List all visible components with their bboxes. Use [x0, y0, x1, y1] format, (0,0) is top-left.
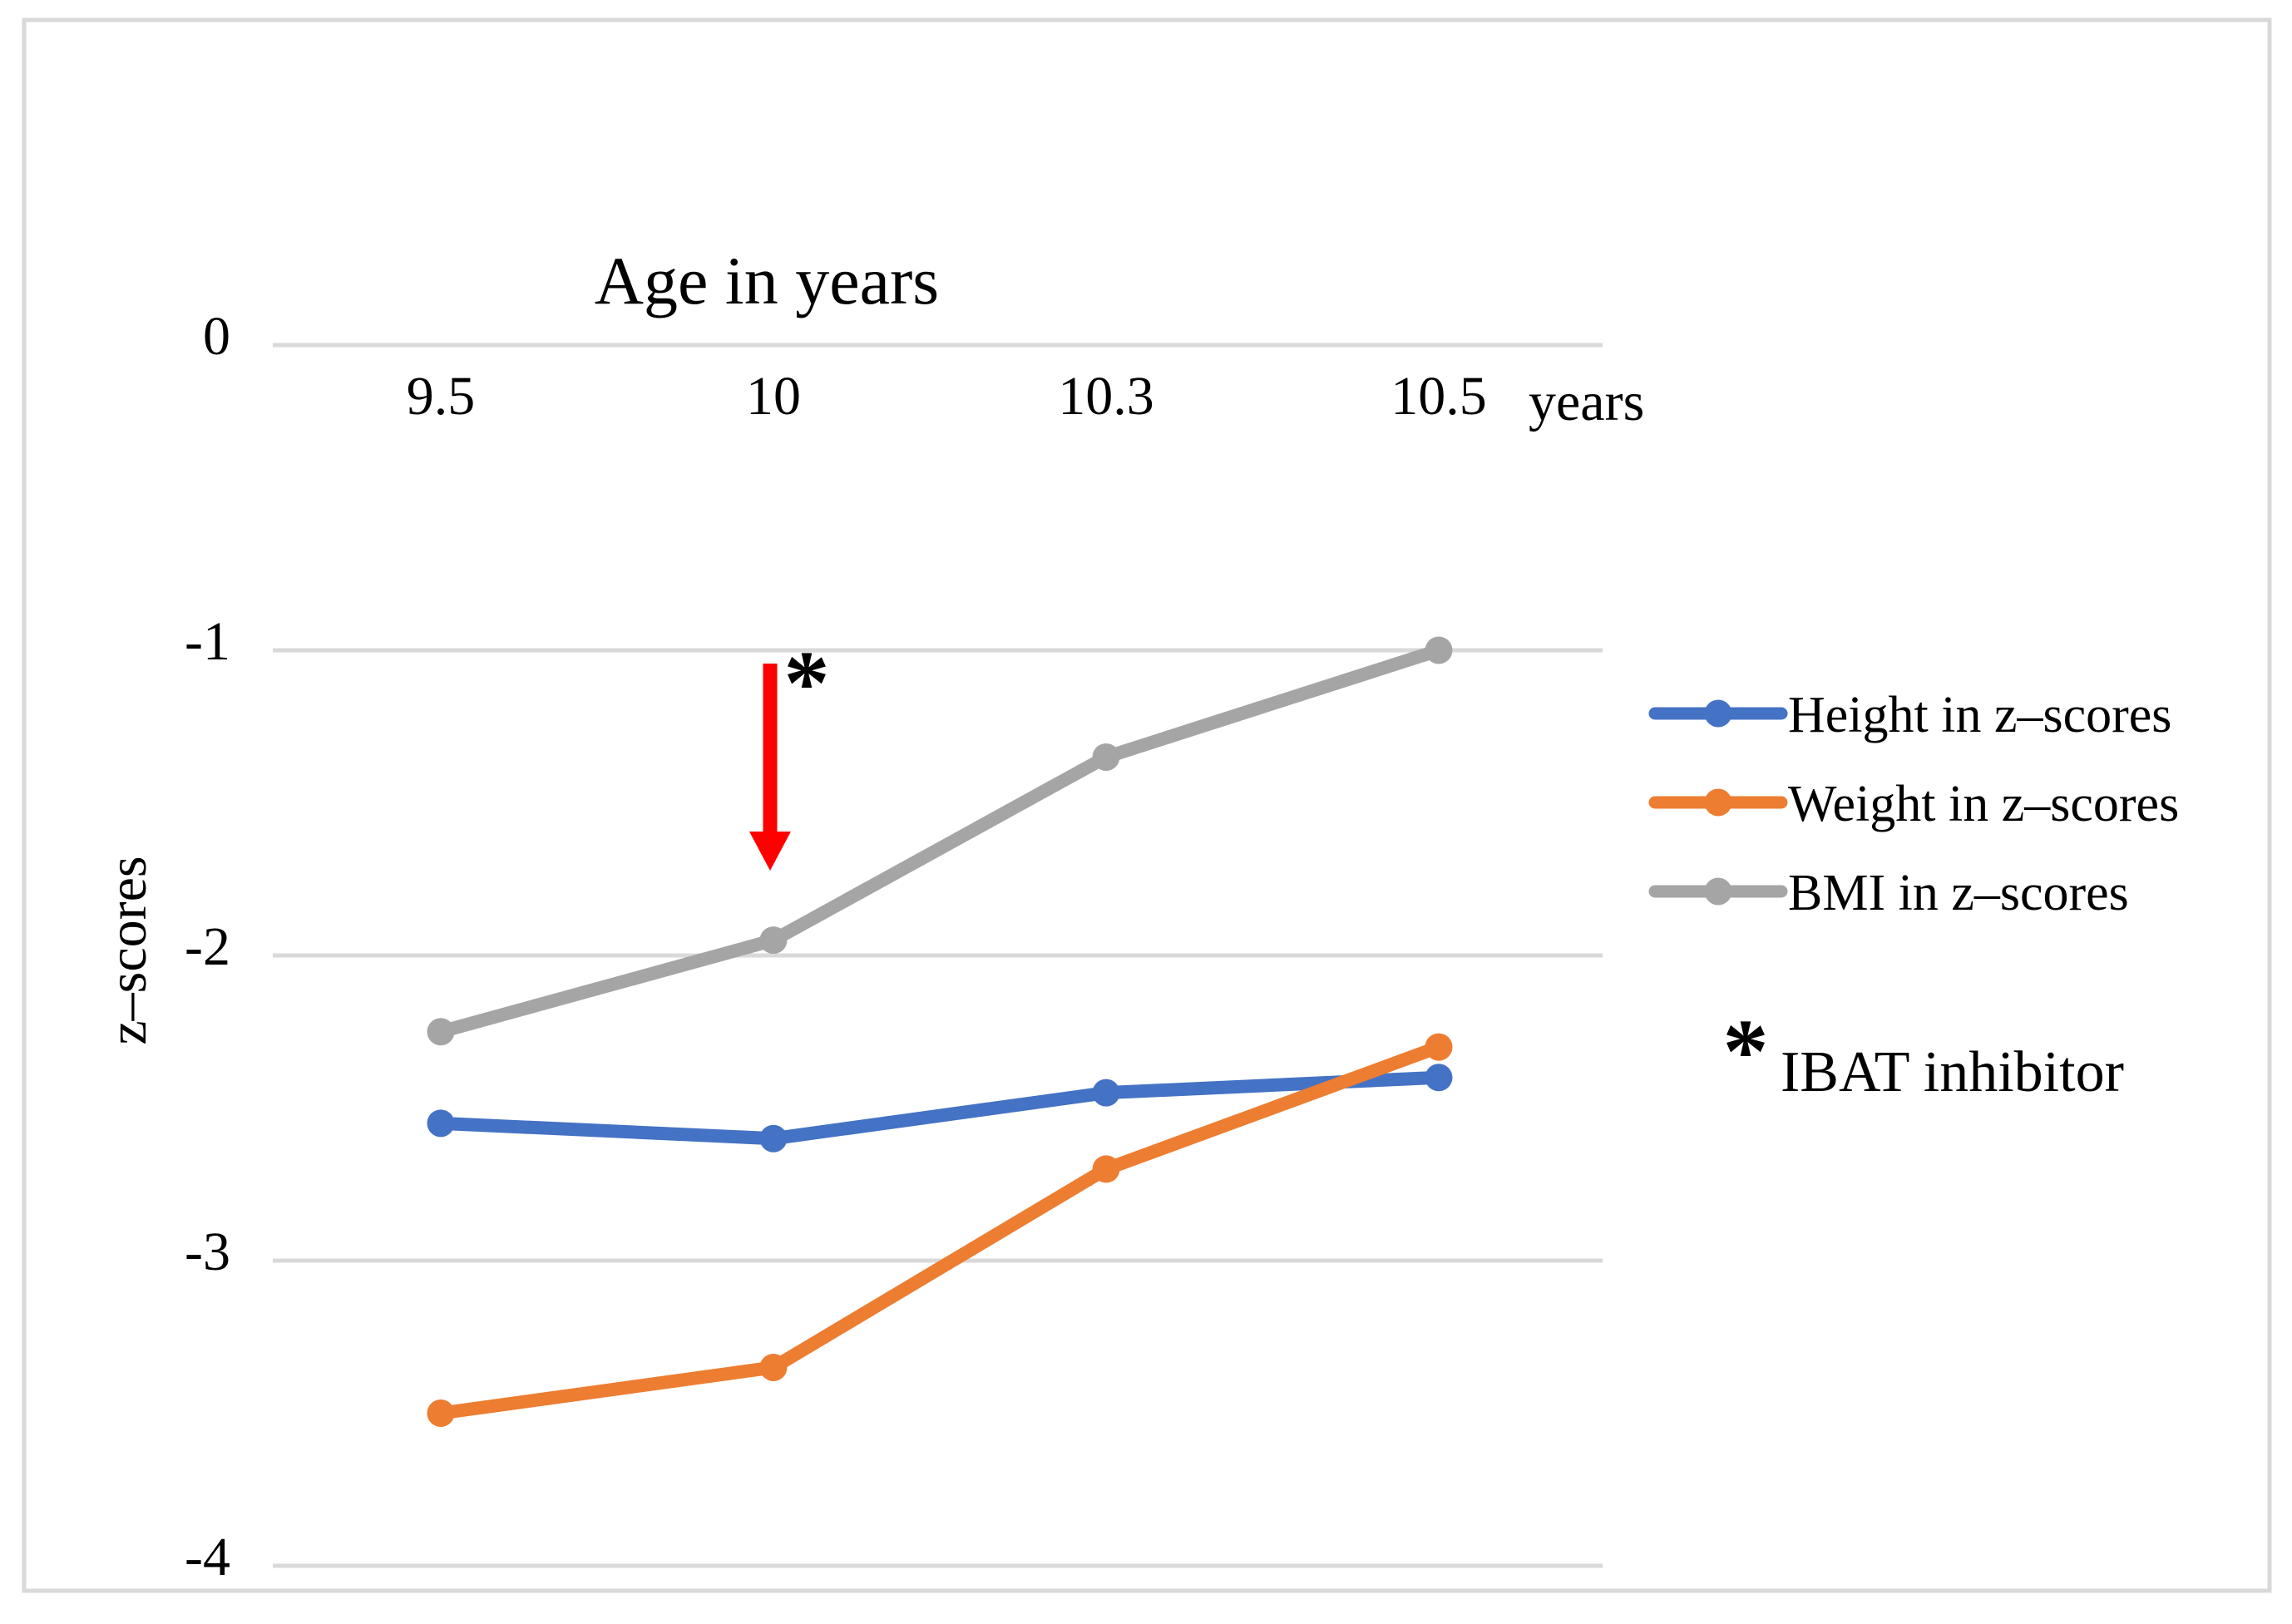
- footnote-text: IBAT inhibitor: [1781, 1040, 2124, 1104]
- data-point-marker: [1425, 1033, 1453, 1061]
- x-tick-label: 10: [746, 366, 801, 427]
- y-tick-label: -2: [185, 916, 230, 977]
- data-point-marker: [427, 1109, 455, 1138]
- y-tick-label: -1: [185, 611, 230, 672]
- gridlines: [273, 343, 1603, 1568]
- data-point-marker: [759, 1353, 788, 1381]
- series-line-1: [434, 1070, 1445, 1146]
- y-tick-label: -4: [185, 1527, 230, 1587]
- data-point-marker: [1425, 636, 1453, 664]
- legend: Height in z–scores Weight in z–scores BMI …: [1648, 687, 2179, 921]
- legend-swatch-marker: [1704, 788, 1732, 817]
- legend-swatch-marker: [1704, 699, 1732, 728]
- data-point-marker: [759, 1124, 788, 1153]
- figure-border: [22, 17, 2272, 1593]
- data-point-marker: [1425, 1064, 1453, 1092]
- chart-title: Age in years: [595, 243, 939, 318]
- data-point-marker: [427, 1018, 455, 1046]
- x-axis-unit-label: years: [1529, 372, 1644, 432]
- treatment-annotation: *: [749, 632, 830, 871]
- red-arrow-head: [749, 832, 791, 871]
- data-series: [427, 636, 1453, 1427]
- footnote-asterisk: *: [1723, 1000, 1769, 1102]
- series-line-3: [434, 644, 1445, 1039]
- data-point-marker: [1092, 743, 1120, 771]
- series-line-2: [434, 1040, 1445, 1420]
- legend-label: Weight in z–scores: [1788, 776, 2179, 832]
- legend-label: Height in z–scores: [1788, 687, 2171, 743]
- x-axis-tick-labels: 9.5 10 10.3 10.5: [407, 366, 1487, 427]
- data-point-marker: [427, 1399, 455, 1427]
- y-axis-label: z–scores: [97, 856, 158, 1044]
- y-axis-tick-labels: 0 -1 -2 -3 -4: [185, 306, 230, 1587]
- arrow-asterisk: *: [784, 632, 830, 733]
- legend-label: BMI in z–scores: [1788, 865, 2129, 921]
- x-tick-label: 10.3: [1058, 366, 1154, 427]
- y-tick-label: 0: [203, 306, 230, 367]
- data-point-marker: [1092, 1079, 1120, 1107]
- legend-swatch-marker: [1704, 877, 1732, 906]
- y-tick-label: -3: [185, 1222, 230, 1282]
- data-point-marker: [1092, 1155, 1120, 1183]
- x-tick-label: 9.5: [407, 366, 476, 427]
- x-tick-label: 10.5: [1391, 366, 1487, 427]
- data-point-marker: [759, 926, 788, 955]
- footnote: * IBAT inhibitor: [1723, 1000, 2124, 1104]
